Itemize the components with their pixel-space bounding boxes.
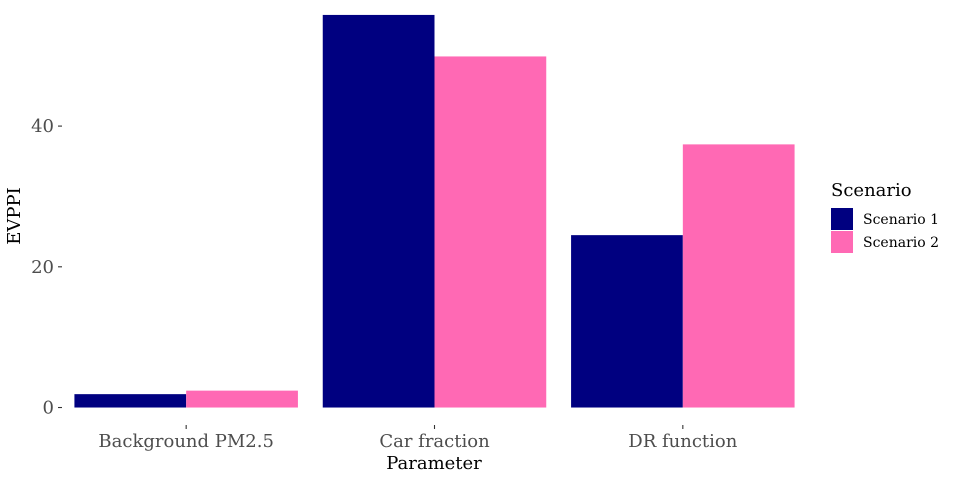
bar-2-3 xyxy=(682,144,795,408)
y-axis: 0 20 40 xyxy=(31,116,62,419)
legend: Scenario Scenario 1 Scenario 2 xyxy=(831,180,939,253)
x-axis-title: Parameter xyxy=(386,453,482,474)
y-axis-title: EVPPI xyxy=(4,187,25,244)
x-tick-label: DR function xyxy=(628,431,737,452)
y-tick-label: 40 xyxy=(31,116,54,137)
legend-title: Scenario xyxy=(831,180,912,201)
bar-1-2 xyxy=(322,14,435,408)
legend-label-2: Scenario 2 xyxy=(863,235,939,251)
bar-1-3 xyxy=(571,235,683,408)
y-tick-label: 20 xyxy=(31,257,54,278)
bar-1-1 xyxy=(74,394,187,408)
x-tick-label: Background PM2.5 xyxy=(98,431,274,452)
bar-2-1 xyxy=(186,390,298,408)
x-axis: Background PM2.5 Car fraction DR function xyxy=(98,425,738,452)
legend-swatch-2 xyxy=(831,231,853,253)
bar-2-2 xyxy=(434,56,547,408)
y-tick-label: 0 xyxy=(43,398,54,419)
bars xyxy=(74,14,795,408)
legend-swatch-1 xyxy=(831,208,853,230)
x-tick-label: Car fraction xyxy=(379,431,490,452)
legend-label-1: Scenario 1 xyxy=(863,212,939,228)
